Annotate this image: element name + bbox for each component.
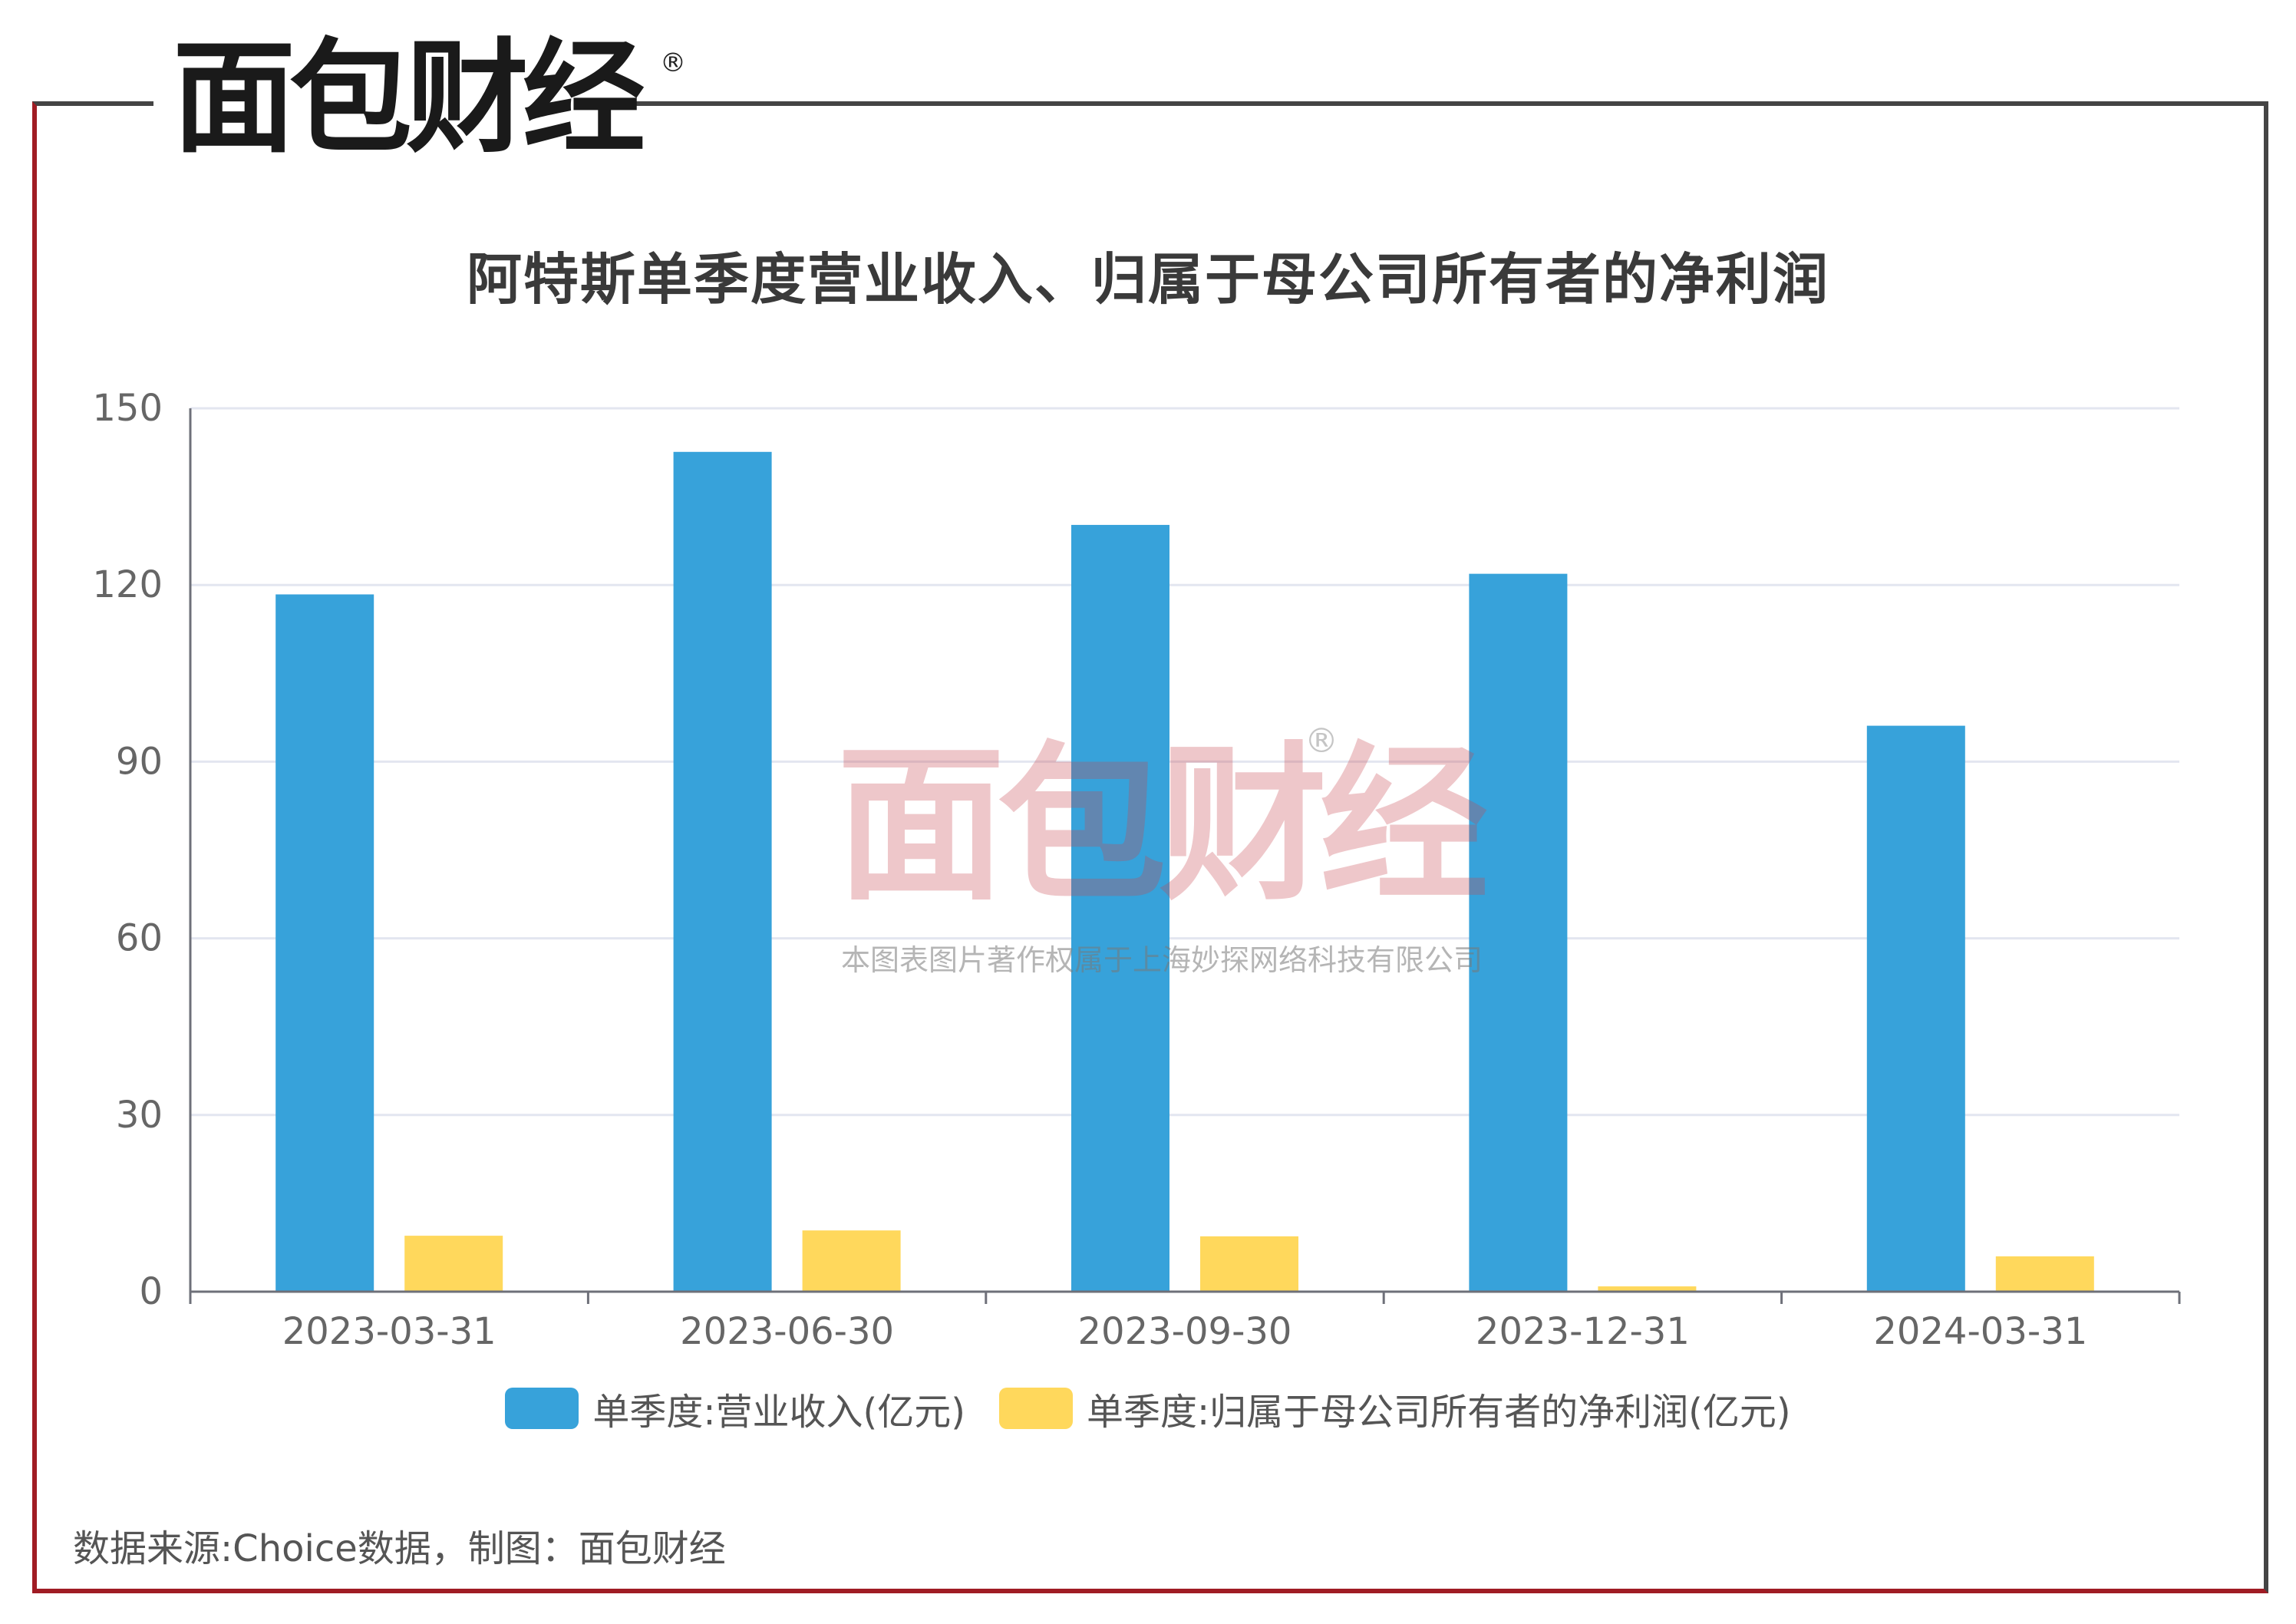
x-tick-label-2023-12-31: 2023-12-31 — [1476, 1310, 1690, 1353]
bar-net-profit-2024-03-31 — [1995, 1256, 2094, 1292]
bar-net-profit-2023-06-30 — [802, 1230, 901, 1292]
legend-item-revenue[interactable]: 单季度:营业收入(亿元) — [505, 1381, 965, 1435]
bar-revenue-2023-06-30 — [673, 451, 772, 1292]
axis-layer: 0 30 60 90 120 150 2023-03-31 2023-06-30 2023-09… — [92, 387, 2181, 1353]
legend-swatch-revenue — [505, 1388, 579, 1429]
y-tick-label-150: 150 — [92, 387, 163, 430]
brand-logo: 面包财经 ® — [173, 31, 686, 165]
brand-logo-text: 面包财经 — [173, 26, 645, 170]
bar-revenue-2024-03-31 — [1866, 725, 1965, 1292]
chart-legend: 单季度:营业收入(亿元) 单季度:归属于母公司所有者的净利润(亿元) — [0, 1381, 2296, 1435]
y-tick-label-30: 30 — [116, 1094, 163, 1137]
bar-net-profit-2023-03-31 — [404, 1236, 503, 1292]
x-tick-label-2023-06-30: 2023-06-30 — [680, 1310, 894, 1353]
y-tick-label-0: 0 — [139, 1270, 163, 1313]
bar-revenue-2023-03-31 — [275, 594, 374, 1292]
x-tick-label-2024-03-31: 2024-03-31 — [1873, 1310, 2087, 1353]
data-source-note: 数据来源:Choice数据，制图：面包财经 — [73, 1527, 726, 1570]
y-tick-label-60: 60 — [116, 917, 163, 960]
y-tick-label-120: 120 — [92, 563, 163, 606]
bar-net-profit-2023-12-31 — [1598, 1286, 1697, 1292]
chart-frame — [32, 101, 2268, 1593]
y-tick-label-90: 90 — [116, 740, 163, 783]
legend-swatch-net-profit — [999, 1388, 1073, 1429]
legend-label-net-profit: 单季度:归属于母公司所有者的净利润(亿元) — [1087, 1391, 1791, 1434]
bar-revenue-2023-12-31 — [1469, 573, 1568, 1292]
legend-item-net-profit[interactable]: 单季度:归属于母公司所有者的净利润(亿元) — [999, 1381, 1791, 1435]
x-tick-label-2023-03-31: 2023-03-31 — [282, 1310, 496, 1353]
bar-layer — [275, 451, 2094, 1292]
bar-revenue-2023-09-30 — [1071, 524, 1169, 1292]
legend-label-revenue: 单季度:营业收入(亿元) — [592, 1391, 965, 1434]
logo-backdrop — [153, 84, 629, 130]
chart-title: 阿特斯单季度营业收入、归属于母公司所有者的净利润 — [466, 247, 1829, 312]
registered-mark-icon: ® — [660, 48, 686, 78]
grid-layer — [190, 407, 2179, 1117]
x-tick-label-2023-09-30: 2023-09-30 — [1078, 1310, 1292, 1353]
bar-net-profit-2023-09-30 — [1200, 1236, 1298, 1292]
